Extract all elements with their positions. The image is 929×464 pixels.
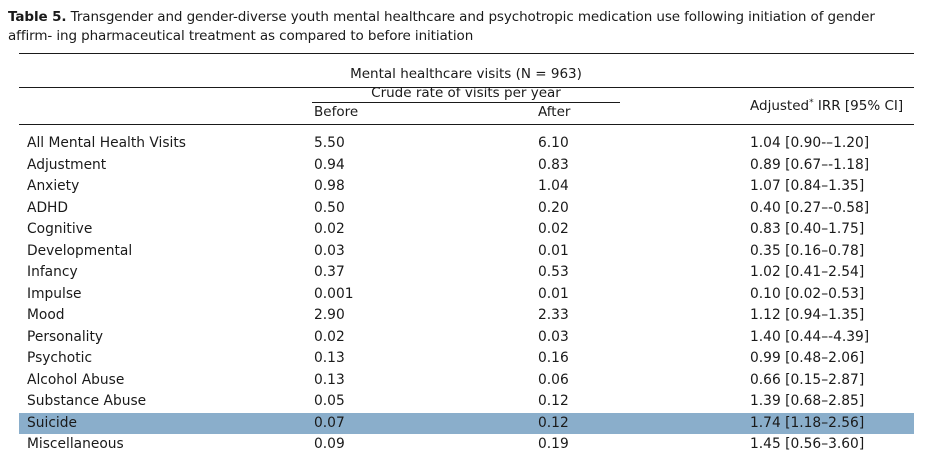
table-row: Psychotic 0.13 0.16 0.99 [0.48–2.06] [19,348,914,370]
cell-before: 0.50 [314,199,345,216]
irr-prefix: Adjusted [750,98,810,114]
row-label: Cognitive [27,221,93,237]
table-row: Impulse 0.001 0.01 0.10 [0.02–0.53] [19,284,914,306]
cell-irr: 0.89 [0.67–-1.18] [750,156,870,173]
table-label: Table 5. [8,9,67,25]
cell-after: 6.10 [538,135,569,151]
row-label: All Mental Health Visits [27,135,186,151]
row-label: Infancy [27,264,78,280]
cell-after: 1.04 [538,178,569,194]
table-row: Adjustment 0.94 0.83 0.89 [0.67–-1.18] [19,155,914,177]
cell-before: 0.09 [314,436,345,452]
cell-irr: 1.40 [0.44–-4.39] [750,328,870,345]
row-label: Impulse [27,285,82,302]
table-row: Substance Abuse 0.05 0.12 1.39 [0.68–2.85] [19,391,914,413]
header-bottom-rule [19,124,914,125]
table-row: Alcohol Abuse 0.13 0.06 0.66 [0.15–2.87] [19,370,914,392]
cell-irr: 1.12 [0.94–1.35] [750,307,865,323]
cell-after: 0.06 [538,371,569,388]
cell-after: 0.02 [538,221,569,237]
table-row: Miscellaneous 0.09 0.19 1.45 [0.56–3.60] [19,434,914,456]
cell-irr: 1.04 [0.90-–1.20] [750,135,870,151]
table-caption: Table 5. Transgender and gender-diverse … [8,8,920,46]
cell-before: 0.02 [314,221,345,237]
cell-after: 0.16 [538,350,569,366]
cell-before: 5.50 [314,135,345,151]
cell-irr: 0.66 [0.15–2.87] [750,371,865,388]
cell-after: 0.83 [538,156,569,173]
cell-before: 0.05 [314,393,345,409]
cell-before: 2.90 [314,307,345,323]
cell-before: 0.13 [314,350,345,366]
table-caption-text: Transgender and gender-diverse youth men… [8,9,875,44]
cell-irr: 0.35 [0.16–0.78] [750,242,865,259]
row-label: Psychotic [27,350,93,366]
cell-before: 0.37 [314,264,345,280]
row-label: ADHD [27,199,69,216]
table-row: ADHD 0.50 0.20 0.40 [0.27–-0.58] [19,198,914,220]
cell-irr: 0.99 [0.48–2.06] [750,350,865,366]
cell-before: 0.02 [314,328,345,345]
cell-irr: 0.83 [0.40–1.75] [750,221,865,237]
cell-before: 0.07 [314,414,345,431]
table-row: Cognitive 0.02 0.02 0.83 [0.40–1.75] [19,219,914,241]
cell-before: 0.03 [314,242,345,259]
subgroup-rule [312,102,620,103]
table-row: Developmental 0.03 0.01 0.35 [0.16–0.78] [19,241,914,263]
column-subgroup-header: Crude rate of visits per year [371,85,561,101]
cell-after: 0.53 [538,264,569,280]
table-row: Anxiety 0.98 1.04 1.07 [0.84–1.35] [19,176,914,198]
column-group-header: Mental healthcare visits (N = 963) [350,66,582,82]
column-header-before: Before [314,104,359,120]
row-label: Developmental [27,242,133,259]
column-header-irr: Adjusted* IRR [95% CI] [750,95,903,115]
cell-irr: 1.07 [0.84–1.35] [750,178,865,194]
cell-before: 0.001 [314,285,354,302]
cell-irr: 1.45 [0.56–3.60] [750,436,865,452]
header-divider-rule [19,87,914,88]
row-label: Anxiety [27,178,80,194]
irr-suffix: IRR [95% CI] [813,98,904,114]
row-label: Mood [27,307,65,323]
table-row-highlighted: Suicide 0.07 0.12 1.74 [1.18–2.56] [19,412,914,434]
cell-before: 0.98 [314,178,345,194]
cell-after: 2.33 [538,307,569,323]
table-top-rule [19,53,914,54]
column-header-after: After [538,104,571,120]
row-label: Adjustment [27,156,107,173]
table-row: Mood 2.90 2.33 1.12 [0.94–1.35] [19,305,914,327]
table-row: Infancy 0.37 0.53 1.02 [0.41–2.54] [19,262,914,284]
cell-irr: 0.40 [0.27–-0.58] [750,199,870,216]
cell-before: 0.13 [314,371,345,388]
row-label: Miscellaneous [27,436,124,452]
cell-after: 0.01 [538,285,569,302]
cell-after: 0.19 [538,436,569,452]
cell-after: 0.03 [538,328,569,345]
row-label: Alcohol Abuse [27,371,125,388]
row-label: Personality [27,328,104,345]
table-body: All Mental Health Visits 5.50 6.10 1.04 [0.… [19,133,914,456]
cell-after: 0.01 [538,242,569,259]
table-row: All Mental Health Visits 5.50 6.10 1.04 [0.… [19,133,914,155]
cell-after: 0.12 [538,393,569,409]
table-row: Personality 0.02 0.03 1.40 [0.44–-4.39] [19,327,914,349]
irr-footnote-mark: * [809,98,814,108]
cell-after: 0.12 [538,414,569,431]
row-label: Suicide [27,414,78,431]
cell-irr: 1.39 [0.68–2.85] [750,393,865,409]
cell-irr: 1.02 [0.41–2.54] [750,264,865,280]
cell-irr: 1.74 [1.18–2.56] [750,414,865,431]
cell-before: 0.94 [314,156,345,173]
cell-irr: 0.10 [0.02–0.53] [750,285,865,302]
row-label: Substance Abuse [27,393,147,409]
cell-after: 0.20 [538,199,569,216]
